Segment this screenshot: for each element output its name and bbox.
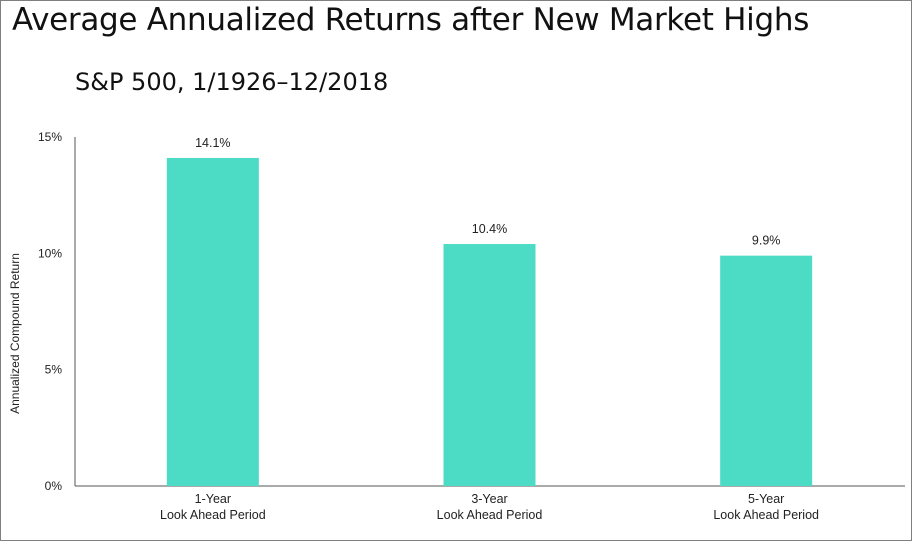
y-axis-title: Annualized Compound Return bbox=[8, 253, 22, 414]
x-tick-label-sub: Look Ahead Period bbox=[160, 508, 266, 522]
y-tick-label: 15% bbox=[38, 130, 62, 144]
x-tick-label-sub: Look Ahead Period bbox=[437, 508, 543, 522]
chart-title: Average Annualized Returns after New Mar… bbox=[12, 2, 810, 38]
y-tick-label: 10% bbox=[38, 246, 62, 260]
chart-subtitle: S&P 500, 1/1926–12/2018 bbox=[75, 68, 389, 96]
x-tick-label: 5-Year bbox=[748, 492, 784, 506]
bar bbox=[720, 255, 813, 486]
bar bbox=[166, 157, 259, 486]
bar bbox=[443, 244, 536, 486]
x-tick-label: 1-Year bbox=[195, 492, 231, 506]
x-tick-label: 3-Year bbox=[471, 492, 507, 506]
x-tick-label-sub: Look Ahead Period bbox=[713, 508, 819, 522]
data-label: 9.9% bbox=[752, 234, 781, 248]
y-tick-label: 0% bbox=[45, 479, 63, 493]
data-label: 10.4% bbox=[472, 222, 507, 236]
data-label: 14.1% bbox=[195, 136, 230, 150]
y-tick-label: 5% bbox=[45, 363, 63, 377]
